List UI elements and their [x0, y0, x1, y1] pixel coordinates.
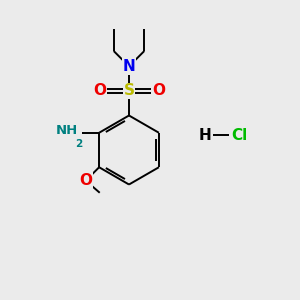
Text: O: O — [79, 173, 92, 188]
Text: O: O — [152, 83, 165, 98]
Text: N: N — [123, 59, 135, 74]
Text: H: H — [199, 128, 211, 142]
Text: NH: NH — [56, 124, 78, 137]
Text: S: S — [124, 83, 134, 98]
Text: O: O — [93, 83, 106, 98]
Text: Cl: Cl — [231, 128, 247, 142]
Text: 2: 2 — [75, 139, 82, 149]
